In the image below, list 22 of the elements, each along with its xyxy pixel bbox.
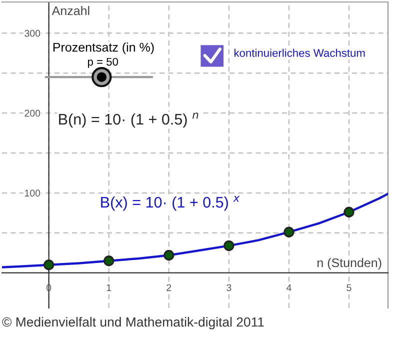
x-axis-title: n (Stunden) — [318, 258, 382, 270]
point — [43, 260, 54, 270]
point — [104, 256, 114, 266]
annotation: Prozentsatz (in %) — [53, 42, 154, 54]
x-tick-label: 1 — [106, 284, 112, 292]
annotation: B(x) = 10· (1 + 0.5) $^{x}$ — [101, 196, 240, 211]
annotation: kontinuierliches Wachstum — [234, 48, 365, 57]
annotation: B(n) = 10· (1 + 0.5) $^{n}$ — [59, 112, 198, 128]
y-tick-label: 100 — [25, 190, 40, 197]
annotation: p = 50 — [88, 58, 118, 68]
point — [164, 250, 174, 261]
text: © Medienvielfalt und Mathematik-digital 2011 — [2, 317, 264, 330]
y-tick-label: 300 — [24, 30, 40, 37]
y-tick-label: 200 — [24, 110, 40, 117]
x-tick-label: 4 — [286, 284, 292, 292]
x-tick-label: 5 — [346, 284, 352, 292]
x-tick-label: 2 — [166, 284, 172, 292]
y-axis-title: Anzahl — [52, 6, 90, 16]
point — [344, 206, 354, 218]
point — [284, 226, 294, 238]
x-tick-label: 3 — [226, 284, 232, 292]
point — [224, 240, 234, 252]
